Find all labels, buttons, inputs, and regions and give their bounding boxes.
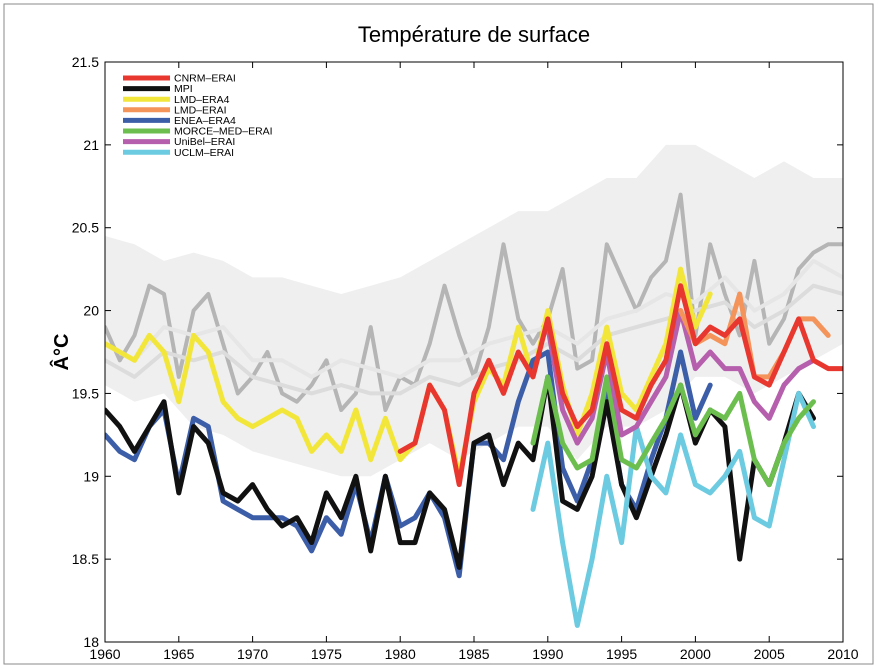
- y-tick-label: 18: [83, 634, 99, 650]
- legend-label-5: ENEA–ERA4: [174, 115, 236, 127]
- x-tick-label: 1980: [385, 646, 416, 662]
- series-line-6: [530, 374, 816, 488]
- x-tick-label: 2000: [680, 646, 711, 662]
- legend-label-1: CNRM–ERAI: [174, 73, 236, 85]
- series-line-2: [105, 374, 816, 570]
- x-tick-label: 1990: [532, 646, 563, 662]
- legend: CNRM–ERAIMPILMD–ERA4LMD–ERAIENEA–ERA4MOR…: [123, 73, 273, 159]
- series-line-8: [530, 390, 816, 628]
- reference-line-2: [105, 258, 843, 379]
- chart-title: Température de surface: [358, 22, 590, 47]
- x-tick-label: 1965: [163, 646, 194, 662]
- y-tick-label: 18.5: [72, 551, 99, 567]
- legend-label-4: LMD–ERAI: [174, 104, 227, 116]
- y-tick-label: 21: [83, 137, 99, 153]
- y-tick-label: 19: [83, 468, 99, 484]
- x-tick-label: 1970: [237, 646, 268, 662]
- series-line-1: [397, 283, 843, 488]
- y-tick-label: 21.5: [72, 54, 99, 70]
- legend-label-2: MPI: [174, 83, 193, 95]
- y-tick-label: 20: [83, 303, 99, 319]
- series-line-3: [105, 266, 713, 479]
- y-axis-label: Â°C: [49, 334, 73, 371]
- reference-line-3: [105, 283, 843, 396]
- legend-label-8: UCLM–ERAI: [174, 147, 234, 159]
- x-tick-label: 2010: [827, 646, 858, 662]
- y-tick-label: 20.5: [72, 220, 99, 236]
- x-tick-label: 1960: [89, 646, 120, 662]
- legend-label-3: LMD–ERA4: [174, 94, 230, 106]
- x-tick-label: 2005: [754, 646, 785, 662]
- legend-label-6: MORCE–MED–ERAI: [174, 126, 273, 138]
- plot-area: [105, 144, 843, 628]
- x-tick-label: 1975: [311, 646, 342, 662]
- x-tick-label: 1985: [458, 646, 489, 662]
- axes: 1960 1965 1970 1975 1980 1985 1990 1995 2000 2005…: [72, 54, 859, 662]
- x-tick-label: 1995: [606, 646, 637, 662]
- y-tick-label: 19.5: [72, 385, 99, 401]
- legend-label-7: UniBel–ERAI: [174, 136, 235, 148]
